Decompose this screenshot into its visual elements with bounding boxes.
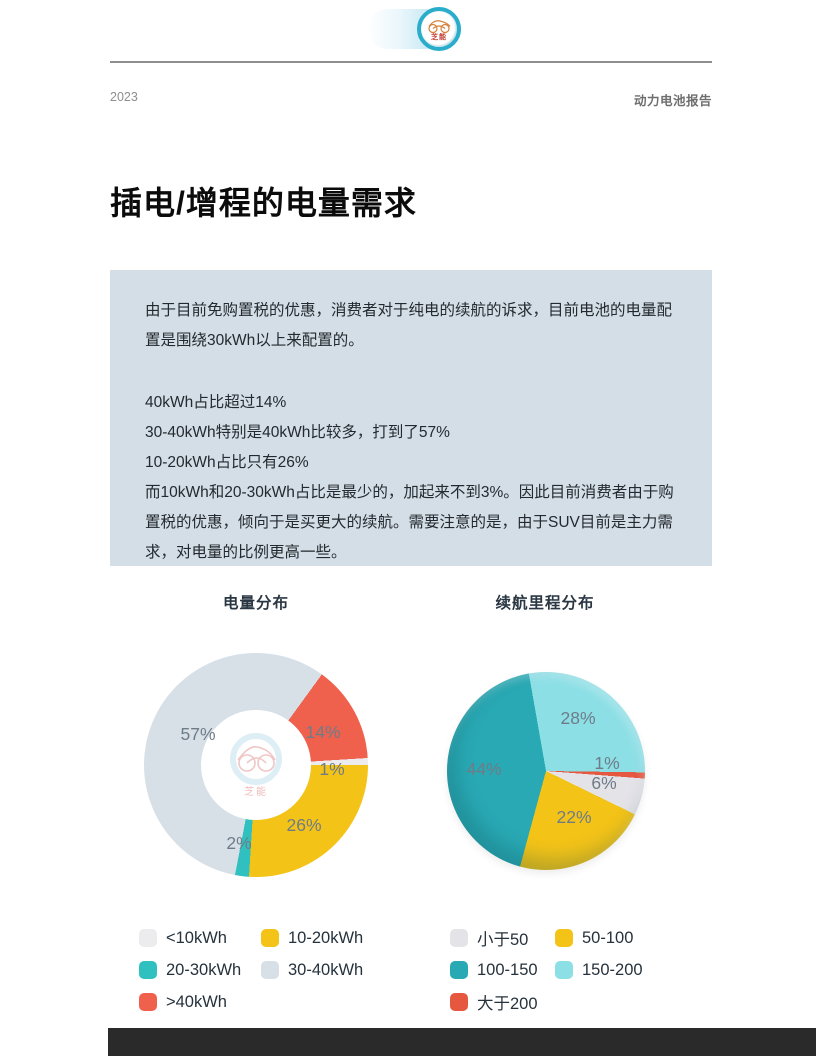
page-title: 插电/增程的电量需求 [110,185,417,221]
legend-item: 50-100 [555,929,643,948]
legend-swatch [555,929,573,947]
legend-swatch [139,929,157,947]
donut-label-20-30kwh: 2% [226,833,252,853]
summary-line: 30-40kWh特别是40kWh比较多，打到了57% [145,424,450,441]
watermark-text: 芝能 [244,786,268,798]
pie-label-100-150: 44% [466,759,502,779]
donut-hole: 芝能 [201,710,311,820]
legend-swatch [139,961,157,979]
watermark-car-icon [230,732,282,785]
legend-swatch [555,961,573,979]
legend-item: 150-200 [555,961,643,980]
pie-label-50-100: 22% [556,807,592,827]
legend-label: 100-150 [477,960,538,979]
legend-label: 小于50 [477,931,529,949]
legend-item: 大于200 [450,990,555,1014]
pie-label-gt200: 1% [594,753,620,773]
legend-swatch [450,961,468,979]
legend-swatch [139,993,157,1011]
pie-label-150-200: 28% [560,708,596,728]
battery-capacity-legend: <10kWh 10-20kWh 20-30kWh 30-40kWh >40kWh [139,922,363,1018]
summary-box: 由于目前免购置税的优惠，消费者对于纯电的续航的诉求，目前电池的电量配置是围绕30… [110,270,712,566]
legend-label: 150-200 [582,960,643,979]
legend-label: 大于200 [477,995,538,1013]
donut-label-gt40kwh: 14% [305,722,341,742]
donut-label-30-40kwh: 57% [180,724,216,744]
legend-label: 30-40kWh [288,960,364,979]
car-icon [428,19,451,33]
range-chart-title: 续航里程分布 [495,595,595,612]
pie-label-lt50: 6% [591,773,617,793]
battery-capacity-donut-chart: 芝能 [144,653,368,877]
legend-item: 20-30kWh [139,961,261,980]
header-report-title: 动力电池报告 [633,94,712,108]
range-distribution-legend: 小于50 50-100 100-150 150-200 大于200 [450,922,643,1018]
brand-logo: 芝能 [417,7,461,51]
summary-line: 10-20kWh占比只有26% [145,454,309,471]
donut-label-lt10kwh: 1% [319,759,345,779]
range-distribution-pie-chart [447,672,645,870]
legend-item: 30-40kWh [261,961,363,980]
donut-label-10-20kwh: 26% [286,815,322,835]
legend-label: 10-20kWh [288,928,364,947]
legend-item: 100-150 [450,961,555,980]
summary-paragraph: 由于目前免购置税的优惠，消费者对于纯电的续航的诉求，目前电池的电量配置是围绕30… [145,302,673,349]
legend-swatch [261,961,279,979]
legend-label: 50-100 [582,928,634,947]
legend-swatch [450,929,468,947]
header-year: 2023 [110,90,138,104]
legend-item: 小于50 [450,926,555,950]
legend-item: >40kWh [139,993,261,1012]
legend-swatch [261,929,279,947]
battery-chart-title: 电量分布 [222,595,289,612]
legend-label: 20-30kWh [166,960,242,979]
legend-swatch [450,993,468,1011]
legend-label: <10kWh [166,928,227,947]
footer-bar [108,1028,816,1056]
brand-logo-text: 芝能 [431,33,447,41]
legend-item: 10-20kWh [261,929,363,948]
summary-line: 而10kWh和20-30kWh占比是最少的，加起来不到3%。因此目前消费者由于购… [145,484,674,561]
header-divider [110,61,712,63]
legend-item: <10kWh [139,929,261,948]
legend-label: >40kWh [166,992,227,1011]
summary-line: 40kWh占比超过14% [145,394,287,411]
